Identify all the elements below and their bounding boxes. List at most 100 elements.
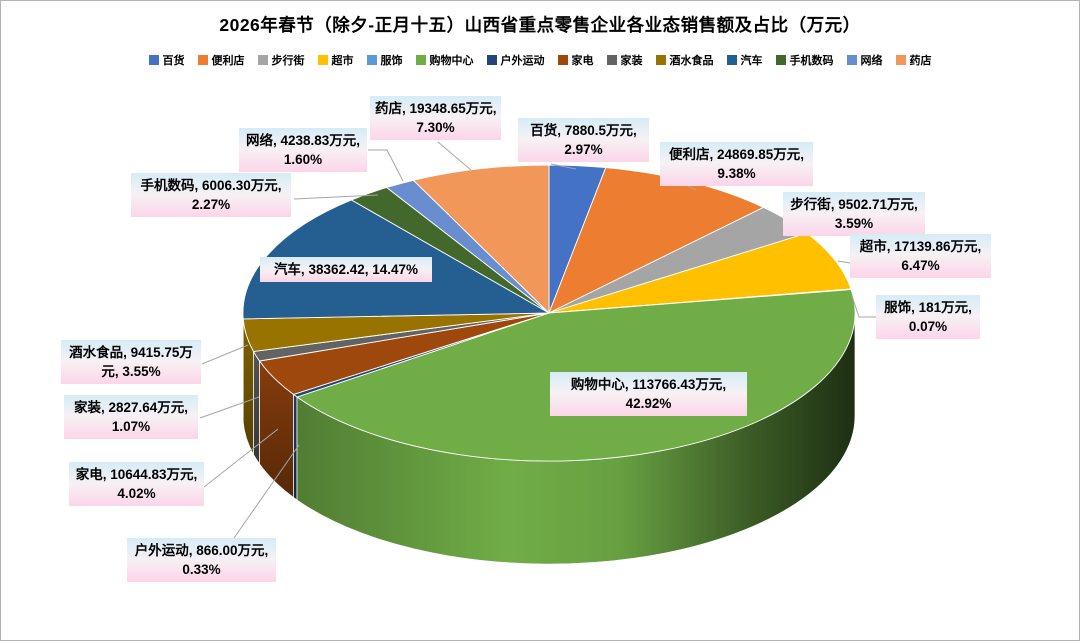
pie-data-label-13: 药店, 19348.65万元, 7.30% (370, 96, 501, 141)
chart-title: 2026年春节（除夕-正月十五）山西省重点零售企业各业态销售额及占比（万元） (219, 15, 861, 35)
pie-data-label-line: 0.07% (908, 319, 948, 335)
pie-data-label-line: 户外运动, 866.00万元, (134, 543, 269, 558)
legend-item-8: 家装 (606, 52, 643, 68)
pie-data-label-line: 1.07% (111, 419, 151, 435)
pie-data-label-line: 9.38% (717, 166, 756, 182)
pie-slice-13 (413, 164, 550, 314)
pie-data-label-line: 7.30% (416, 120, 455, 136)
legend-swatch-icon (895, 55, 906, 65)
legend-item-7: 家电 (557, 52, 594, 68)
legend-item-11: 手机数码 (775, 52, 834, 68)
pie-data-label-line: 家装, 2827.64万元, (73, 400, 189, 415)
pie-data-label-line: 家电, 10644.83万元, (75, 467, 198, 482)
pie-data-label-line: 步行街, 9502.71万元, (790, 197, 918, 212)
pie-data-label-line: 服饰, 181万元, (884, 300, 972, 315)
pie-data-label-2: 步行街, 9502.71万元, 3.59% (783, 192, 925, 237)
pie-slice-wall-6 (293, 393, 298, 501)
legend-label: 百货 (162, 55, 185, 67)
pie-data-label-5: 购物中心, 113766.43万元, 42.92% (550, 372, 747, 417)
chart-legend: 百货 便利店 步行街 超市 服饰 购物中心 户外运动 家电 家装 酒水食品 汽车 手机数码 网络 药店 (1, 52, 1079, 68)
legend-swatch-icon (655, 55, 666, 65)
legend-label: 步行街 (271, 55, 305, 67)
legend-label: 酒水食品 (669, 55, 714, 67)
pie-data-label-line: 酒水食品, 9415.75万 (69, 345, 193, 360)
legend-label: 汽车 (740, 55, 763, 67)
pie-data-label-line: 1.60% (283, 152, 323, 168)
label-connector-0 (550, 163, 577, 170)
legend-swatch-icon (317, 55, 328, 65)
legend-swatch-icon (775, 55, 786, 65)
legend-label: 服饰 (380, 55, 403, 67)
pie-data-label-10: 汽车, 38362.42, 14.47% (260, 257, 432, 283)
legend-item-12: 网络 (846, 52, 883, 68)
label-connector-7 (203, 428, 279, 488)
label-connector-3 (837, 260, 851, 264)
pie-data-label-0: 百货, 7880.5万元, 2.97% (518, 118, 649, 163)
legend-swatch-icon (606, 55, 617, 65)
pie-data-label-line: 便利店, 24869.85万元, (668, 147, 805, 162)
pie-data-label-3: 超市, 17139.86万元, 6.47% (850, 234, 991, 279)
legend-swatch-icon (557, 55, 568, 65)
legend-label: 便利店 (211, 55, 245, 67)
legend-swatch-icon (846, 55, 857, 65)
legend-label: 超市 (331, 55, 354, 67)
legend-swatch-icon (415, 55, 426, 65)
legend-item-5: 购物中心 (415, 52, 474, 68)
pie-data-label-line: 2.27% (191, 197, 231, 213)
legend-item-0: 百货 (148, 52, 185, 68)
legend-item-9: 酒水食品 (655, 52, 714, 68)
label-connector-2 (775, 217, 784, 229)
pie-data-label-line: 42.92% (625, 396, 672, 412)
pie-data-label-line: 0.33% (182, 562, 221, 578)
legend-label: 户外运动 (500, 55, 545, 67)
pie-data-label-line: 网络, 4238.83万元, (245, 133, 361, 148)
legend-item-1: 便利店 (197, 52, 245, 68)
legend-swatch-icon (726, 55, 737, 65)
label-connector-6 (233, 444, 300, 539)
legend-label: 家电 (571, 55, 594, 67)
pie-data-label-line: 3.59% (834, 216, 874, 232)
legend-item-4: 服饰 (366, 52, 403, 68)
legend-item-3: 超市 (317, 52, 354, 68)
pie-data-label-line: 药店, 19348.65万元, (375, 101, 497, 116)
pie-data-label-line: 购物中心, 113766.43万元, (570, 377, 727, 392)
legend-item-10: 汽车 (726, 52, 763, 68)
pie-data-label-11: 手机数码, 6006.30万元, 2.27% (131, 173, 291, 218)
pie-data-label-7: 家电, 10644.83万元, 4.02% (69, 462, 204, 507)
label-connector-13 (437, 141, 472, 171)
label-connector-4 (851, 295, 876, 318)
pie-data-label-1: 便利店, 24869.85万元, 9.38% (660, 142, 813, 187)
legend-label: 手机数码 (789, 55, 834, 67)
legend-item-2: 步行街 (257, 52, 305, 68)
pie-data-label-line: 4.02% (117, 486, 156, 502)
legend-label: 网络 (860, 55, 883, 67)
label-connector-9 (201, 344, 249, 365)
pie-data-label-8: 家装, 2827.64万元, 1.07% (64, 395, 198, 440)
legend-swatch-icon (257, 55, 268, 65)
legend-item-13: 药店 (895, 52, 932, 68)
pie-data-label-9: 酒水食品, 9415.75万 元, 3.55% (61, 340, 201, 385)
pie-data-label-4: 服饰, 181万元, 0.07% (876, 295, 980, 340)
legend-swatch-icon (486, 55, 497, 65)
pie-data-label-6: 户外运动, 866.00万元, 0.33% (127, 538, 276, 583)
legend-swatch-icon (197, 55, 208, 65)
legend-swatch-icon (366, 55, 377, 65)
pie-data-label-line: 6.47% (901, 258, 940, 274)
label-connector-11 (293, 194, 379, 200)
pie-data-label-line: 手机数码, 6006.30万元, (140, 178, 282, 193)
pie-data-label-line: 百货, 7880.5万元, (530, 123, 637, 138)
legend-label: 家装 (620, 55, 643, 67)
label-connector-8 (199, 396, 260, 419)
legend-label: 药店 (909, 55, 932, 67)
pie-data-label-12: 网络, 4238.83万元, 1.60% (239, 128, 367, 173)
legend-swatch-icon (148, 55, 159, 65)
legend-item-6: 户外运动 (486, 52, 545, 68)
pie-data-label-line: 超市, 17139.86万元, (859, 239, 982, 254)
pie-data-label-line: 元, 3.55% (101, 364, 161, 380)
legend-label: 购物中心 (429, 55, 474, 67)
pie-data-label-line: 汽车, 38362.42, 14.47% (273, 262, 419, 277)
pie-data-label-line: 2.97% (564, 142, 603, 158)
label-connector-12 (368, 149, 404, 182)
